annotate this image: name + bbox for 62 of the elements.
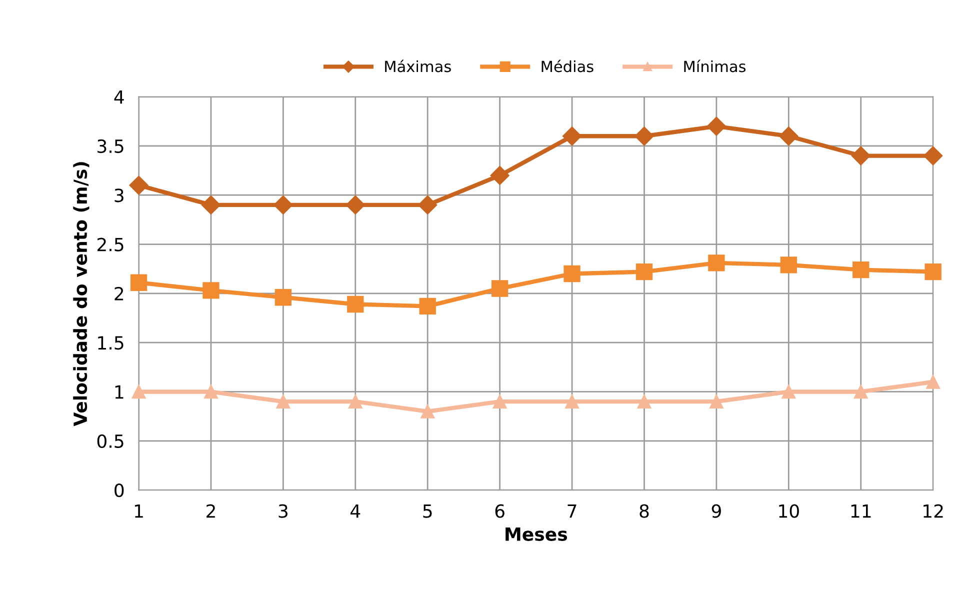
point bbox=[924, 146, 943, 166]
point bbox=[492, 394, 507, 409]
y-axis-title: Velocidade do vento (m/s) bbox=[73, 162, 90, 426]
x-tick-label: 9 bbox=[712, 504, 721, 518]
point bbox=[780, 256, 797, 274]
point bbox=[418, 195, 438, 214]
y-tick-label: 2 bbox=[114, 286, 124, 300]
x-tick-label: 5 bbox=[423, 504, 432, 518]
point bbox=[204, 384, 218, 399]
point bbox=[348, 394, 362, 409]
point bbox=[420, 404, 435, 418]
x-tick-label: 2 bbox=[206, 504, 215, 518]
point bbox=[782, 384, 796, 399]
x-tick-label: 3 bbox=[278, 504, 288, 518]
x-axis-title: Meses bbox=[506, 528, 568, 541]
x-tick-label: 8 bbox=[640, 504, 649, 518]
y-tick-label: 3 bbox=[114, 188, 124, 202]
point bbox=[276, 394, 290, 409]
x-tick-label: 6 bbox=[495, 504, 504, 518]
point bbox=[634, 126, 654, 146]
point bbox=[201, 195, 221, 214]
x-tick-label: 12 bbox=[924, 504, 943, 518]
point bbox=[491, 280, 508, 297]
point bbox=[852, 261, 870, 278]
y-tick-label: 0 bbox=[114, 484, 124, 498]
point bbox=[132, 384, 146, 399]
y-tick-label: 1 bbox=[115, 385, 124, 399]
point bbox=[851, 146, 870, 166]
x-tick-label: 4 bbox=[350, 504, 360, 518]
x-tick-label: 10 bbox=[779, 504, 799, 518]
point bbox=[779, 126, 798, 146]
point bbox=[347, 296, 364, 313]
point bbox=[202, 282, 220, 299]
y-tick-label: 4 bbox=[114, 90, 124, 104]
point bbox=[490, 166, 510, 185]
legend-label: Médias bbox=[542, 60, 594, 72]
point bbox=[130, 274, 148, 291]
point bbox=[562, 126, 582, 146]
legend-label: Mínimas bbox=[684, 60, 746, 72]
point bbox=[708, 254, 725, 272]
point bbox=[636, 263, 653, 280]
x-tick-label: 11 bbox=[851, 504, 871, 518]
point bbox=[346, 195, 365, 214]
point bbox=[129, 176, 148, 195]
x-tick-label: 1 bbox=[135, 504, 143, 518]
y-tick-label: 2.5 bbox=[97, 238, 124, 252]
y-tick-label: 1.5 bbox=[98, 336, 124, 350]
point bbox=[710, 394, 724, 409]
point bbox=[274, 195, 293, 214]
point bbox=[854, 384, 868, 399]
point bbox=[926, 374, 940, 389]
point bbox=[274, 289, 292, 306]
point bbox=[637, 394, 652, 409]
point bbox=[564, 265, 580, 282]
point bbox=[706, 116, 726, 136]
point bbox=[565, 394, 579, 409]
legend-label: Máximas bbox=[385, 60, 451, 72]
point bbox=[924, 263, 942, 280]
point bbox=[419, 298, 436, 315]
y-tick-label: 3.5 bbox=[98, 139, 124, 154]
x-tick-label: 7 bbox=[568, 504, 576, 518]
y-tick-label: 0.5 bbox=[97, 434, 124, 448]
